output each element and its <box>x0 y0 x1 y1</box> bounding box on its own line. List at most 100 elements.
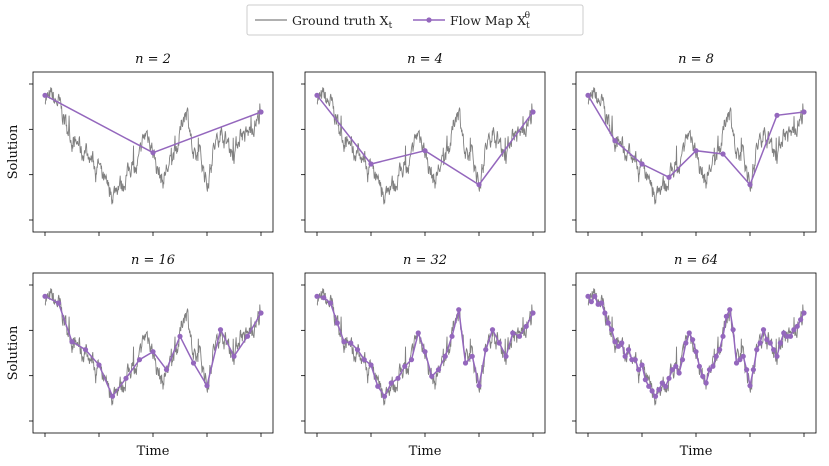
flow-map-point <box>754 347 760 353</box>
flow-map-point <box>720 333 726 339</box>
flow-map-point <box>683 340 689 346</box>
panel-title: n = 4 <box>407 52 443 67</box>
flow-map-point <box>747 383 753 389</box>
flow-map-point <box>516 333 523 339</box>
flow-map-point <box>771 347 777 353</box>
flow-map-point <box>801 310 807 316</box>
legend: Ground truth Xt Flow Map Xtθ <box>246 4 584 36</box>
ground-truth-line <box>44 87 262 205</box>
flow-map-point <box>781 330 787 336</box>
flow-map-point <box>720 151 726 157</box>
flow-map-point <box>693 349 699 355</box>
flow-map-point <box>123 375 129 381</box>
flow-map-point <box>750 367 756 373</box>
flow-map-point <box>530 310 536 316</box>
flow-map-point <box>55 300 62 306</box>
flow-map-point <box>449 333 455 339</box>
flow-map-point <box>679 357 686 363</box>
flow-map-point <box>321 295 327 301</box>
flow-map-point <box>740 353 746 359</box>
flow-map-point <box>442 353 448 359</box>
flow-map-point <box>388 380 394 386</box>
flow-map-point <box>652 393 659 399</box>
flow-map-point <box>666 174 672 180</box>
x-axis-label: Time <box>137 444 170 459</box>
flow-map-point <box>592 293 598 299</box>
panel-1: n = 2 Solution <box>6 52 274 236</box>
legend-flow-map-marker <box>426 17 432 23</box>
flow-map-point <box>686 330 692 336</box>
panel-6: n = 64 Time <box>572 253 817 459</box>
flow-map-point <box>787 333 794 339</box>
flow-map-point <box>666 375 672 381</box>
flow-map-point <box>585 293 591 299</box>
ground-truth-line <box>44 288 262 406</box>
x-axis-label: Time <box>409 444 442 459</box>
flow-map-point <box>402 363 408 369</box>
flow-map-point <box>609 327 615 333</box>
flow-map-point <box>354 347 361 353</box>
flow-map-point <box>368 362 374 368</box>
flow-map-point <box>690 337 696 343</box>
flow-map-point <box>676 370 682 376</box>
flow-map-point <box>585 92 591 98</box>
flow-map-point <box>639 362 645 368</box>
flow-map-point <box>767 340 773 346</box>
flow-map-point <box>774 353 780 359</box>
flow-map-point <box>429 373 435 379</box>
flow-map-point <box>659 380 665 386</box>
flow-map-point <box>696 363 702 369</box>
ground-truth-line <box>316 87 534 205</box>
flow-map-point <box>733 360 740 366</box>
flow-map-point <box>632 357 638 363</box>
flow-map-point <box>619 340 625 346</box>
flow-map-point <box>625 347 632 353</box>
flow-map-point <box>368 161 374 167</box>
legend-ground-truth-label: Ground truth Xt <box>292 13 393 31</box>
flow-map-point <box>791 327 797 333</box>
flow-map-point <box>150 150 156 156</box>
flow-map-point <box>663 383 669 389</box>
flow-map-point <box>217 327 224 333</box>
flow-map-point <box>489 327 496 333</box>
flow-map-point <box>314 293 320 299</box>
flow-map-point <box>777 340 783 346</box>
flow-map-point <box>602 310 608 316</box>
flow-map-point <box>334 320 340 326</box>
panel-3: n = 8 <box>572 52 817 236</box>
flow-map-point <box>757 340 763 346</box>
flow-map-point <box>422 349 428 355</box>
flow-map-point <box>163 367 170 373</box>
panel-title: n = 2 <box>135 52 171 67</box>
flow-map-point <box>703 380 709 386</box>
flow-map-point <box>314 92 320 98</box>
flow-map-point <box>801 109 807 115</box>
legend-flow-map-label: Flow Map Xtθ <box>450 11 530 31</box>
flow-map-point <box>673 363 679 369</box>
flow-map-point <box>794 323 800 329</box>
flow-map-point <box>669 367 675 373</box>
flow-map-point <box>764 337 770 343</box>
flow-map-point <box>258 310 264 316</box>
ground-truth-line <box>316 288 534 406</box>
panel-2: n = 4 <box>301 52 546 236</box>
flow-map-point <box>530 109 536 115</box>
panel-title: n = 64 <box>674 253 718 268</box>
flow-map-point <box>523 323 529 329</box>
flow-map-point <box>136 357 143 363</box>
panel-title: n = 32 <box>403 253 447 268</box>
flow-map-point <box>435 367 442 373</box>
flow-map-point <box>496 340 502 346</box>
flow-map-point <box>422 148 428 154</box>
flow-map-point <box>737 357 743 363</box>
flow-map-point <box>747 182 753 188</box>
panel-4: n = 16 Solution <box>6 253 274 437</box>
flow-map-point <box>612 138 618 144</box>
flow-map-point <box>348 340 354 346</box>
flow-map-point <box>483 347 489 353</box>
flow-map-point <box>150 349 156 355</box>
flow-map-point <box>730 327 736 333</box>
flow-map-point <box>636 367 642 373</box>
